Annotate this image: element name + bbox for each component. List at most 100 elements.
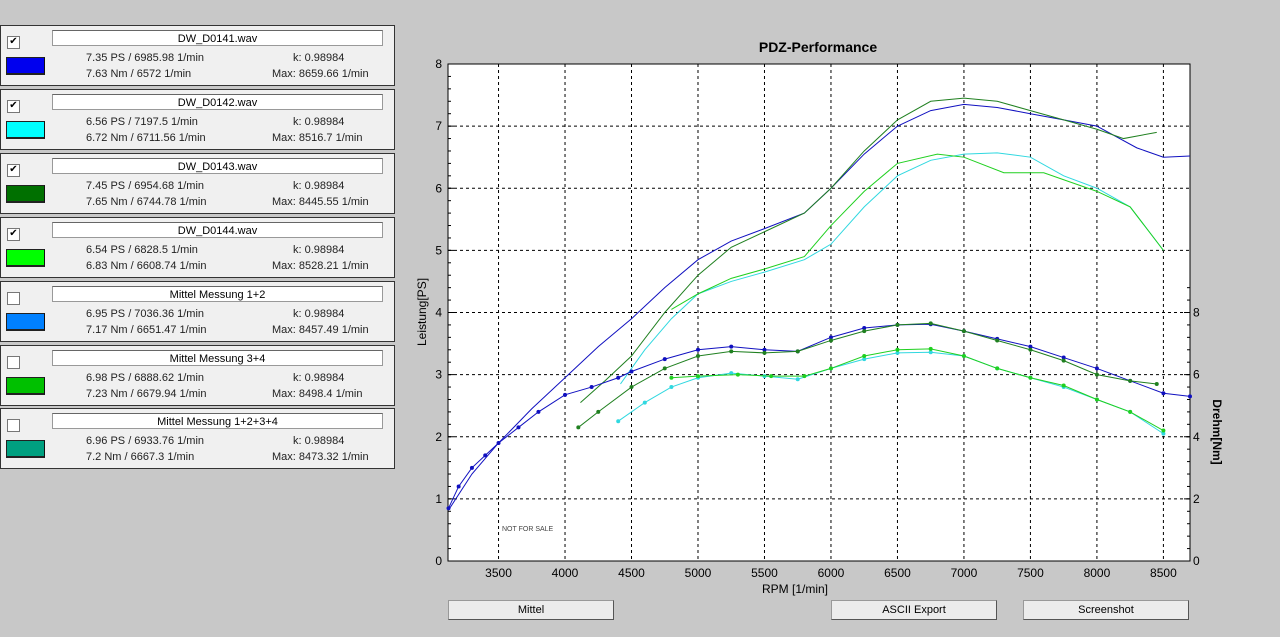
torque-point xyxy=(669,385,674,390)
torque-point xyxy=(769,374,774,379)
measurement-panel: Mittel Messung 1+2 6.95 PS / 7036.36 1/m… xyxy=(0,281,395,342)
mittel-button[interactable]: Mittel xyxy=(448,600,614,620)
torque-point xyxy=(762,350,767,355)
peak-power: 6.95 PS / 7036.36 1/min xyxy=(86,308,205,320)
ascii-export-button[interactable]: ASCII Export xyxy=(831,600,997,620)
color-swatch-button[interactable] xyxy=(6,185,45,203)
y-tick-label: 4 xyxy=(435,306,442,320)
torque-point xyxy=(589,385,594,390)
k-factor: k: 0.98984 xyxy=(293,180,345,192)
torque-point xyxy=(1028,344,1033,349)
torque-point xyxy=(995,366,1000,371)
k-factor: k: 0.98984 xyxy=(293,244,345,256)
measurement-panel: ✔ DW_D0144.wav 6.54 PS / 6828.5 1/min 6.… xyxy=(0,217,395,278)
measurement-panel: ✔ DW_D0141.wav 7.35 PS / 6985.98 1/min 7… xyxy=(0,25,395,86)
torque-point xyxy=(516,425,521,430)
torque-point xyxy=(662,357,667,362)
torque-point xyxy=(895,350,900,355)
torque-point xyxy=(928,321,933,326)
torque-point xyxy=(729,371,734,376)
visibility-checkbox[interactable] xyxy=(7,292,20,305)
torque-point xyxy=(729,349,734,354)
torque-point xyxy=(995,338,1000,343)
torque-point xyxy=(828,338,833,343)
x-tick-label: 6500 xyxy=(884,566,911,580)
torque-point xyxy=(1154,381,1159,386)
y-tick-label: 3 xyxy=(435,368,442,382)
peak-power: 7.45 PS / 6954.68 1/min xyxy=(86,180,205,192)
max-rpm: Max: 8445.55 1/min xyxy=(272,196,369,208)
torque-point xyxy=(469,465,474,470)
peak-torque: 7.63 Nm / 6572 1/min xyxy=(86,68,192,80)
measurement-name-field[interactable]: Mittel Messung 1+2+3+4 xyxy=(52,413,383,429)
torque-point xyxy=(642,400,647,405)
max-rpm: Max: 8498.4 1/min xyxy=(272,388,363,400)
visibility-checkbox[interactable]: ✔ xyxy=(7,36,20,49)
color-swatch-button[interactable] xyxy=(6,121,45,139)
peak-torque: 6.83 Nm / 6608.74 1/min xyxy=(86,260,207,272)
y-tick-label: 8 xyxy=(435,57,442,71)
screenshot-button[interactable]: Screenshot xyxy=(1023,600,1189,620)
visibility-checkbox[interactable]: ✔ xyxy=(7,164,20,177)
visibility-checkbox[interactable] xyxy=(7,356,20,369)
color-swatch-button[interactable] xyxy=(6,313,45,331)
torque-point xyxy=(895,347,900,352)
color-swatch-button[interactable] xyxy=(6,249,45,267)
measurement-name-field[interactable]: Mittel Messung 1+2 xyxy=(52,286,383,302)
torque-point xyxy=(762,347,767,352)
power-curve xyxy=(671,153,1164,310)
torque-point xyxy=(928,350,933,355)
k-factor: k: 0.98984 xyxy=(293,52,345,64)
torque-point xyxy=(1061,383,1066,388)
y-tick-label: 0 xyxy=(435,554,442,568)
torque-point xyxy=(735,372,740,377)
torque-point xyxy=(1061,358,1066,363)
power-curve xyxy=(620,152,1164,385)
x-tick-label: 7500 xyxy=(1017,566,1044,580)
torque-point xyxy=(828,366,833,371)
torque-point xyxy=(563,392,568,397)
y2-tick-label: 0 xyxy=(1193,554,1200,568)
max-rpm: Max: 8516.7 1/min xyxy=(272,132,363,144)
measurement-name-field[interactable]: DW_D0141.wav xyxy=(52,30,383,46)
torque-point xyxy=(1188,394,1192,399)
color-swatch-button[interactable] xyxy=(6,440,45,458)
measurement-panel: ✔ DW_D0142.wav 6.56 PS / 7197.5 1/min 6.… xyxy=(0,89,395,150)
measurement-panel: Mittel Messung 3+4 6.98 PS / 6888.62 1/m… xyxy=(0,345,395,406)
torque-point xyxy=(536,409,541,414)
visibility-checkbox[interactable]: ✔ xyxy=(7,100,20,113)
torque-curve xyxy=(448,323,1191,509)
max-rpm: Max: 8457.49 1/min xyxy=(272,324,369,336)
chart-title: PDZ-Performance xyxy=(759,39,877,55)
color-swatch-button[interactable] xyxy=(6,377,45,395)
torque-point xyxy=(1028,347,1033,352)
y2-tick-label: 8 xyxy=(1193,306,1200,320)
y2-tick-label: 6 xyxy=(1193,368,1200,382)
peak-torque: 7.17 Nm / 6651.47 1/min xyxy=(86,324,207,336)
torque-point xyxy=(895,322,900,327)
torque-point xyxy=(576,425,581,430)
torque-point xyxy=(862,326,867,331)
measurement-name-field[interactable]: DW_D0143.wav xyxy=(52,158,383,174)
torque-point xyxy=(1128,409,1133,414)
color-swatch-button[interactable] xyxy=(6,57,45,75)
k-factor: k: 0.98984 xyxy=(293,372,345,384)
measurement-name-field[interactable]: DW_D0142.wav xyxy=(52,94,383,110)
torque-point xyxy=(629,369,634,374)
torque-point xyxy=(483,453,488,458)
measurement-name-field[interactable]: DW_D0144.wav xyxy=(52,222,383,238)
torque-point xyxy=(795,377,800,382)
y-tick-label: 6 xyxy=(435,181,442,195)
power-curve xyxy=(580,97,1157,403)
torque-point xyxy=(802,374,807,379)
torque-curve xyxy=(617,351,1164,435)
visibility-checkbox[interactable]: ✔ xyxy=(7,228,20,241)
torque-point xyxy=(616,375,621,380)
measurement-name-field[interactable]: Mittel Messung 3+4 xyxy=(52,350,383,366)
torque-point xyxy=(1161,428,1166,433)
y-tick-label: 5 xyxy=(435,243,442,257)
visibility-checkbox[interactable] xyxy=(7,419,20,432)
y-tick-label: 2 xyxy=(435,430,442,444)
y2-tick-label: 2 xyxy=(1193,492,1200,506)
torque-point xyxy=(629,385,634,390)
